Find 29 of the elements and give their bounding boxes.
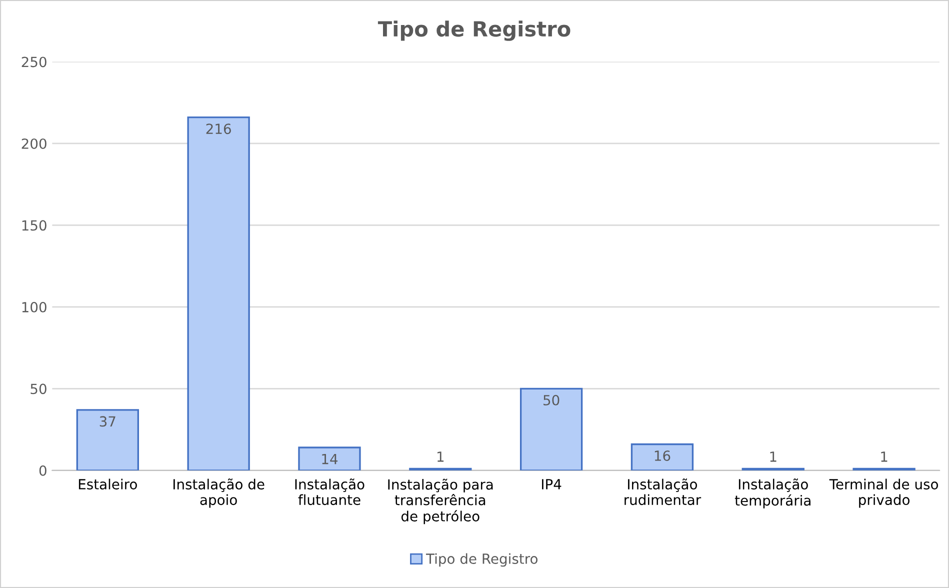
x-tick-label: Instalação de apoio (173, 478, 264, 508)
y-tick-label: 150 (22, 220, 46, 231)
x-tick-label: Estaleiro (78, 478, 137, 490)
data-label: 1 (770, 452, 776, 462)
data-label: 216 (206, 124, 231, 134)
x-tick-label: Instalação temporária (734, 478, 810, 508)
bar (187, 116, 250, 470)
legend-label: Tipo de Registro (426, 553, 538, 567)
y-tick-label: 250 (22, 56, 46, 68)
data-label: 16 (654, 450, 670, 461)
x-tick-label: IP4 (542, 479, 562, 490)
data-label: 1 (438, 452, 444, 462)
data-label: 37 (100, 416, 116, 427)
x-tick-label: Instalação rudimentar (624, 478, 702, 506)
data-label: 1 (881, 452, 888, 462)
bar (520, 388, 583, 470)
bar (76, 409, 139, 470)
x-tick-label: Terminal de uso privado (829, 478, 938, 508)
bar (630, 443, 694, 470)
x-tick-label: Instalação para transferência de petróleo (388, 478, 493, 524)
y-tick-label: 200 (22, 138, 46, 149)
y-tick-label: 50 (30, 384, 46, 394)
y-tick-label: 0 (39, 465, 46, 476)
bar (298, 446, 361, 470)
data-label: 14 (322, 454, 338, 464)
x-tick-label: Instalação flutuante (295, 478, 364, 506)
y-tick-label: 100 (22, 302, 46, 312)
chart-title: Tipo de Registro (378, 20, 570, 41)
data-label: 50 (544, 394, 560, 406)
